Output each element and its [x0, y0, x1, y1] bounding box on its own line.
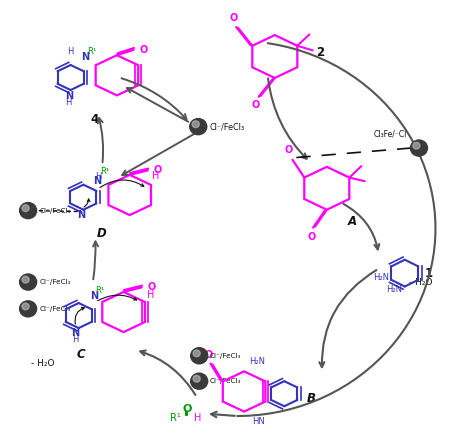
Text: C: C — [77, 349, 85, 362]
Circle shape — [22, 205, 29, 211]
Text: Cl⁻/FeCl₃: Cl⁻/FeCl₃ — [209, 122, 244, 131]
Text: N: N — [71, 328, 79, 338]
Circle shape — [190, 119, 207, 135]
Text: O: O — [182, 405, 192, 414]
Circle shape — [191, 373, 208, 389]
Circle shape — [19, 301, 36, 317]
Text: - H₂O: - H₂O — [409, 278, 432, 287]
Text: H: H — [65, 98, 72, 107]
Text: A: A — [348, 215, 357, 228]
Text: - H₂O: - H₂O — [31, 359, 55, 368]
Text: O: O — [252, 100, 260, 110]
Circle shape — [22, 276, 29, 283]
Text: H: H — [152, 171, 159, 181]
Circle shape — [19, 202, 36, 219]
Text: Cl⁻/FeCl₃: Cl⁻/FeCl₃ — [39, 279, 71, 285]
Text: O: O — [154, 165, 162, 176]
Circle shape — [413, 142, 420, 149]
Text: R¹: R¹ — [100, 167, 109, 176]
Text: Cl⁻/FeCl₃: Cl⁻/FeCl₃ — [39, 306, 71, 312]
Text: R¹: R¹ — [95, 285, 104, 295]
Text: H₂N: H₂N — [373, 273, 389, 282]
Circle shape — [193, 375, 200, 382]
Text: 2: 2 — [316, 46, 324, 59]
Text: H: H — [67, 47, 73, 56]
Text: N: N — [77, 210, 85, 220]
Circle shape — [19, 274, 36, 290]
Text: O: O — [139, 45, 147, 55]
Text: O: O — [284, 145, 293, 155]
Circle shape — [191, 348, 208, 364]
Text: O: O — [307, 232, 315, 242]
Text: O: O — [204, 350, 213, 360]
Text: Cl₃Fe/⁻Cl: Cl₃Fe/⁻Cl — [374, 129, 407, 138]
Text: H: H — [193, 413, 201, 423]
Text: N: N — [93, 176, 101, 186]
Text: O: O — [229, 13, 237, 23]
Text: Cl⁻/FeCl₃: Cl⁻/FeCl₃ — [39, 207, 71, 214]
Text: Cl⁻/FeCl₃: Cl⁻/FeCl₃ — [210, 378, 242, 384]
Text: H₂N: H₂N — [386, 285, 402, 294]
Text: H: H — [72, 335, 78, 344]
Text: HN: HN — [252, 418, 264, 426]
Circle shape — [193, 350, 200, 357]
Text: R¹: R¹ — [170, 413, 180, 423]
Text: O: O — [147, 282, 155, 293]
Text: N: N — [81, 52, 89, 62]
Text: H: H — [147, 290, 155, 300]
Text: H₂N: H₂N — [249, 357, 265, 366]
Text: H: H — [95, 172, 102, 181]
Circle shape — [192, 121, 199, 128]
Text: R¹: R¹ — [87, 47, 96, 56]
Text: 4: 4 — [90, 113, 99, 126]
Circle shape — [410, 140, 428, 156]
Circle shape — [22, 303, 29, 310]
Text: Cl⁻/FeCl₃: Cl⁻/FeCl₃ — [210, 353, 242, 359]
Text: D: D — [97, 227, 106, 240]
Text: B: B — [307, 392, 316, 405]
Text: 1: 1 — [425, 267, 433, 280]
Text: N: N — [64, 91, 73, 101]
Text: N: N — [90, 291, 98, 301]
